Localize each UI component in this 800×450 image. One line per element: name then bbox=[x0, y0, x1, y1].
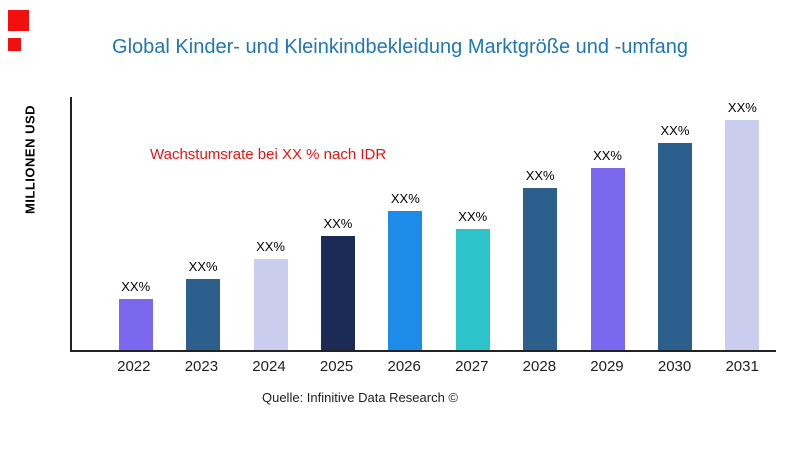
bar-column-2027: XX% bbox=[439, 97, 506, 350]
growth-rate-annotation: Wachstumsrate bei XX % nach IDR bbox=[150, 146, 387, 163]
bar-value-label-2026: XX% bbox=[390, 190, 420, 206]
bar-2026 bbox=[388, 210, 423, 350]
bar-column-2024: XX% bbox=[237, 97, 304, 350]
bar-2024 bbox=[253, 258, 288, 350]
bar-value-label-2027: XX% bbox=[458, 208, 488, 224]
x-tick-2023: 2023 bbox=[184, 358, 219, 375]
x-tick-2028: 2028 bbox=[522, 358, 557, 375]
bar-column-2031: XX% bbox=[709, 97, 776, 350]
bar-2030 bbox=[657, 142, 692, 350]
bar-2031 bbox=[725, 119, 760, 350]
bar-2027 bbox=[455, 228, 490, 350]
x-tick-2025: 2025 bbox=[319, 358, 354, 375]
x-tick-2031: 2031 bbox=[725, 358, 759, 375]
bar-2029 bbox=[590, 167, 625, 350]
bar-column-2026: XX% bbox=[372, 97, 439, 350]
bar-value-label-2024: XX% bbox=[256, 238, 285, 254]
brand-square-small bbox=[8, 38, 21, 51]
bar-2022 bbox=[118, 299, 153, 350]
bar-value-label-2023: XX% bbox=[188, 259, 218, 275]
bar-column-2028: XX% bbox=[506, 97, 573, 350]
x-tick-2029: 2029 bbox=[590, 358, 624, 375]
bar-value-label-2028: XX% bbox=[525, 168, 555, 184]
bar-value-label-2022: XX% bbox=[121, 279, 151, 295]
bar-column-2025: XX% bbox=[304, 97, 371, 350]
x-tick-2026: 2026 bbox=[387, 358, 421, 375]
plot-area: XX% XX% XX% XX% XX% XX% XX% XX% XX% XX% bbox=[70, 97, 776, 352]
x-axis-tick-labels: 2022 2023 2024 2025 2026 2027 2028 2029 2030 2031 bbox=[70, 358, 776, 375]
y-axis-label: MILLIONEN USD bbox=[22, 104, 38, 215]
bar-2023 bbox=[186, 279, 221, 350]
x-tick-2030: 2030 bbox=[657, 358, 692, 375]
bar-column-2029: XX% bbox=[574, 97, 641, 350]
bar-value-label-2031: XX% bbox=[727, 99, 757, 115]
bar-value-label-2030: XX% bbox=[660, 122, 690, 138]
chart-title: Global Kinder- und Kleinkindbekleidung M… bbox=[112, 36, 688, 58]
x-tick-2024: 2024 bbox=[252, 358, 286, 375]
bar-2028 bbox=[523, 188, 558, 350]
bar-column-2030: XX% bbox=[641, 97, 708, 350]
bar-series: XX% XX% XX% XX% XX% XX% XX% XX% XX% XX% bbox=[72, 97, 776, 350]
brand-square-large bbox=[8, 10, 29, 31]
x-tick-2027: 2027 bbox=[455, 358, 489, 375]
source-caption: Quelle: Infinitive Data Research © bbox=[261, 390, 458, 405]
bar-value-label-2029: XX% bbox=[593, 147, 622, 163]
bar-column-2023: XX% bbox=[169, 97, 236, 350]
x-tick-2022: 2022 bbox=[117, 358, 151, 375]
bar-2025 bbox=[320, 236, 355, 350]
bar-value-label-2025: XX% bbox=[323, 216, 353, 232]
bar-column-2022: XX% bbox=[102, 97, 169, 350]
